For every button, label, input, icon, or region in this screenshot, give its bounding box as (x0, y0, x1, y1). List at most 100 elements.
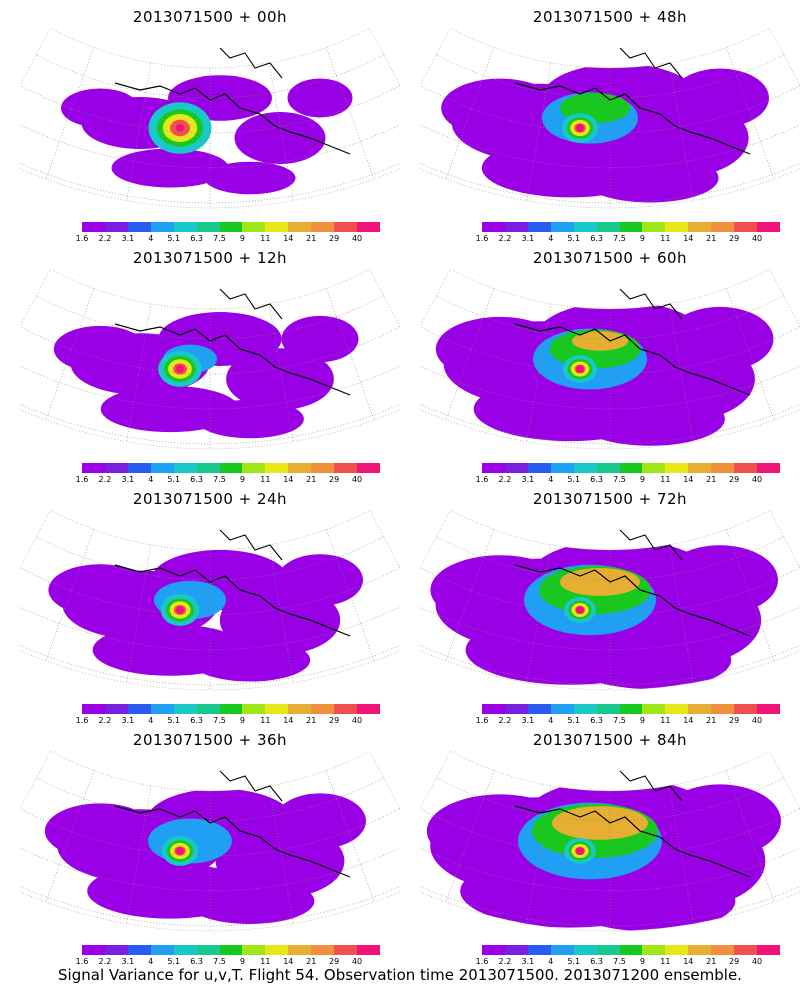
colorbar-segment (104, 945, 128, 955)
colorbar-ticks: 1.6 2.2 3.1 4 5.1 6.3 7.5 9 11 14 21 29 40 (76, 475, 380, 485)
colorbar-tick-label: 9 (239, 957, 245, 966)
colorbar (482, 945, 780, 955)
variance-region-low (568, 631, 732, 689)
colorbar-tick-label: 3.1 (521, 957, 535, 966)
colorbar-segment (196, 463, 220, 473)
colorbar-tick-label: 9 (639, 957, 645, 966)
coastline (114, 805, 351, 878)
colorbar-segment (288, 945, 312, 955)
colorbar-tick-label: 14 (683, 475, 694, 484)
variance-region-low (564, 870, 736, 932)
colorbar-segment (242, 463, 266, 473)
colorbar-tick-label: 7.5 (613, 957, 626, 966)
coastline (114, 323, 351, 396)
variance-region-high (572, 331, 628, 351)
colorbar-tick-label: 11 (660, 475, 671, 484)
colorbar-segment (357, 945, 380, 955)
colorbar-tick-label: 3.1 (521, 475, 535, 484)
longitude-line (268, 62, 294, 201)
colorbar-segment (173, 463, 197, 473)
colorbar-tick-label: 2.2 (498, 716, 512, 725)
colorbar-tick-label: 21 (706, 957, 717, 966)
colorbar-segment (82, 945, 105, 955)
colorbar-segment (288, 463, 312, 473)
colorbar-tick-label: 29 (729, 716, 740, 725)
coastline (619, 529, 683, 561)
colorbar-segment (288, 222, 312, 232)
panel-title: 2013071500 + 72h (532, 490, 688, 508)
variance-region-low (61, 88, 139, 128)
colorbar-tick-label: 3.1 (121, 475, 135, 484)
colorbar-tick-label: 14 (283, 716, 294, 725)
colorbar-segment (219, 463, 243, 473)
colorbar-segment (265, 222, 289, 232)
colorbar-segment (82, 704, 105, 714)
colorbar-tick-label: 29 (329, 957, 340, 966)
colorbar-tick-label: 14 (683, 716, 694, 725)
colorbar-tick-label: 40 (351, 957, 363, 966)
variance-region-high (552, 806, 648, 840)
colorbar-tick-label: 6.3 (190, 957, 203, 966)
variance-field (435, 301, 774, 446)
longitude-line (526, 303, 552, 442)
variance-field (426, 778, 781, 932)
colorbar-segment (734, 704, 758, 714)
longitude-line (668, 62, 694, 201)
colorbar-tick-label: 7.5 (213, 957, 226, 966)
figure-caption: Signal Variance for u,v,T. Flight 54. Ob… (58, 966, 742, 984)
colorbar-segment (527, 222, 551, 232)
colorbar-segment (482, 945, 505, 955)
longitude-line (526, 544, 552, 683)
colorbar-segment (665, 222, 689, 232)
colorbar-tick-label: 2.2 (498, 234, 512, 243)
colorbar-tick-label: 5.1 (567, 957, 581, 966)
colorbar-segment (527, 704, 551, 714)
colorbar-segment (173, 704, 197, 714)
colorbar-tick-label: 14 (683, 234, 694, 243)
colorbar-segment (104, 704, 128, 714)
colorbar-tick-label: 29 (329, 234, 340, 243)
colorbar-tick-label: 29 (329, 475, 340, 484)
coastline (514, 82, 751, 155)
colorbar-segment (711, 222, 735, 232)
coastline (619, 770, 683, 802)
colorbar-segment (573, 945, 597, 955)
colorbar-segment (527, 463, 551, 473)
colorbar-segment (596, 704, 620, 714)
colorbar-tick-label: 40 (751, 475, 763, 484)
colorbar-segment (504, 945, 528, 955)
longitude-line (668, 303, 694, 442)
variance-region-low (671, 68, 769, 128)
variance-region-low (281, 315, 359, 363)
colorbar-segment (504, 463, 528, 473)
colorbar-tick-label: 4 (548, 957, 554, 966)
colorbar-segment (334, 463, 358, 473)
colorbar-segment (242, 945, 266, 955)
colorbar-segment (288, 704, 312, 714)
colorbar-tick-label: 4 (148, 234, 154, 243)
map-border (20, 269, 400, 450)
colorbar-tick-label: 3.1 (121, 957, 135, 966)
colorbar-segment (150, 222, 174, 232)
colorbar-tick-label: 2.2 (98, 475, 112, 484)
map-border (20, 510, 400, 691)
variance-peak-core (576, 847, 584, 855)
variance-region-high (560, 568, 640, 596)
colorbar (82, 704, 380, 714)
longitude-line (126, 303, 152, 442)
colorbar-tick-label: 5.1 (567, 234, 581, 243)
colorbar-segment (173, 222, 197, 232)
colorbar-segment (550, 704, 574, 714)
colorbar-tick-label: 6.3 (190, 716, 203, 725)
variance-peak-core (576, 124, 584, 132)
map-36h (20, 751, 400, 932)
colorbar-tick-label: 11 (260, 716, 271, 725)
colorbar-tick-label: 3.1 (121, 716, 135, 725)
colorbar-tick-label: 1.6 (475, 716, 489, 725)
variance-region-low (575, 392, 725, 446)
colorbar-ticks: 1.6 2.2 3.1 4 5.1 6.3 7.5 9 11 14 21 29 40 (76, 234, 380, 244)
colorbar-tick-label: 40 (351, 716, 363, 725)
coastline (114, 82, 351, 155)
variance-field (441, 63, 769, 203)
panel-00h: 2013071500 + 00h 1.6 2.2 3.1 4 5.1 6.3 7.5 9 11 1… (20, 0, 400, 243)
